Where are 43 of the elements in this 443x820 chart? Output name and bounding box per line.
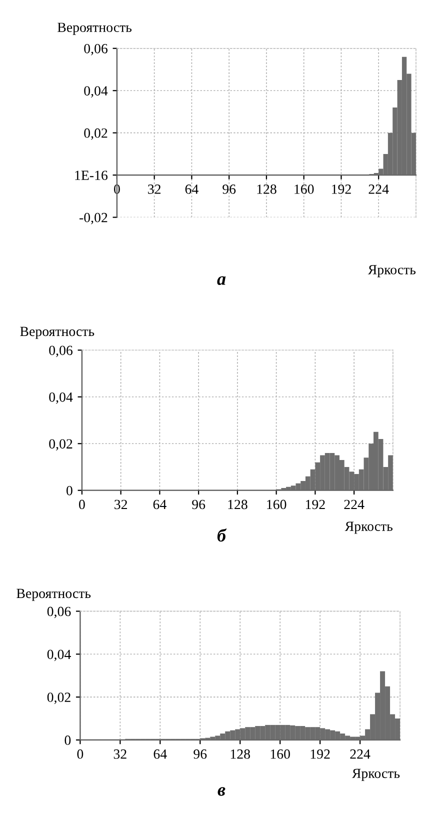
x-tick-label: 32 bbox=[148, 184, 161, 194]
text: в bbox=[218, 787, 226, 796]
y-tick-label: 0,06 bbox=[47, 606, 71, 618]
x-tick-label: 64 bbox=[154, 749, 167, 759]
y-tick-label: 0,04 bbox=[49, 392, 73, 404]
x-tick-label: 64 bbox=[185, 184, 198, 194]
y-axis-title: Вероятность bbox=[20, 326, 94, 339]
x-tick-label: 160 bbox=[270, 749, 290, 759]
x-tick-label: 32 bbox=[114, 749, 126, 759]
y-tick-label: 0 bbox=[66, 486, 72, 496]
y-axis-title: Вероятность bbox=[58, 22, 132, 35]
y-tick-label: 0,02 bbox=[49, 439, 72, 451]
y-tick-label: 0,02 bbox=[47, 692, 70, 704]
y-tick-label: -0,02 bbox=[80, 212, 108, 224]
x-tick-label: 224 bbox=[350, 749, 370, 759]
y-tick-label: 0 bbox=[64, 736, 71, 745]
y-axis-title: Вероятность bbox=[16, 588, 91, 601]
x-tick-label: 192 bbox=[310, 749, 330, 759]
x-tick-label: 96 bbox=[222, 184, 236, 194]
x-axis-title: Яркость bbox=[368, 265, 416, 278]
y-tick-label: 0,04 bbox=[84, 86, 108, 98]
x-axis-title: Яркость bbox=[344, 522, 393, 534]
x-tick-label: 224 bbox=[344, 500, 364, 510]
x-tick-label: 96 bbox=[192, 500, 206, 510]
text: а bbox=[217, 276, 226, 285]
x-tick-label: 128 bbox=[257, 184, 276, 194]
x-tick-label: 160 bbox=[267, 500, 286, 510]
text: б bbox=[217, 528, 227, 542]
x-axis-title: Яркость bbox=[352, 768, 400, 781]
x-tick-label: 224 bbox=[368, 184, 389, 194]
x-tick-label: 160 bbox=[294, 184, 314, 194]
y-tick-label: 0,06 bbox=[84, 44, 108, 56]
y-tick-label: 1E-16 bbox=[75, 170, 108, 180]
y-tick-label: 0,04 bbox=[47, 650, 71, 662]
x-tick-label: 96 bbox=[194, 749, 207, 759]
x-tick-label: 128 bbox=[230, 749, 250, 759]
x-tick-label: 192 bbox=[306, 500, 325, 510]
x-tick-label: 32 bbox=[114, 500, 128, 510]
x-tick-label: 192 bbox=[332, 184, 351, 194]
x-tick-label: 64 bbox=[153, 500, 166, 510]
x-tick-label: 128 bbox=[228, 500, 248, 510]
y-tick-label: 0,02 bbox=[84, 128, 108, 140]
y-tick-label: 0,06 bbox=[49, 346, 73, 358]
